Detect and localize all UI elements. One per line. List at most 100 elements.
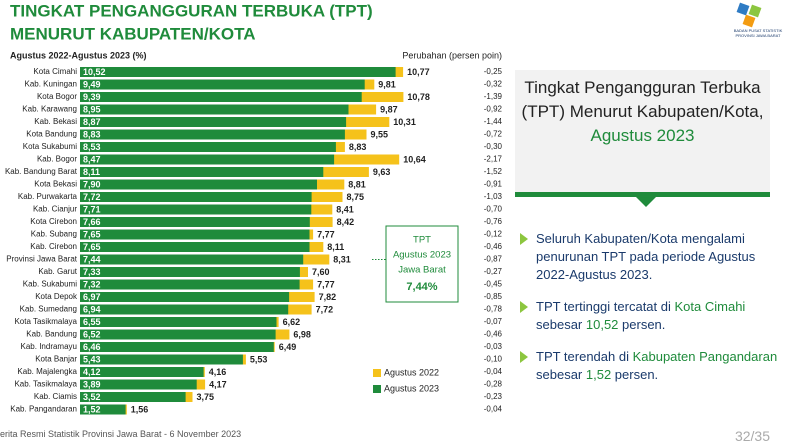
category-label: Kota Tasikmalaya (14, 317, 77, 326)
change-label: -0,28 (484, 380, 503, 389)
value-label-2023: 8,47 (83, 154, 101, 164)
change-label: -1,44 (484, 117, 503, 126)
legend-label: Agustus 2022 (384, 367, 439, 377)
value-label-2023: 9,39 (83, 92, 101, 102)
bullet: TPT tertinggi tercatat di Kota Cimahi se… (518, 298, 780, 334)
category-label: Provinsi Jawa Barat (6, 255, 77, 264)
value-label-2022: 10,78 (407, 92, 430, 102)
bullet-text: Kabupaten Pangandaran (632, 349, 778, 364)
change-label: -0,27 (484, 267, 503, 276)
change-label: -0,32 (484, 80, 503, 89)
value-label-2022: 9,87 (380, 104, 398, 114)
bar-2023 (80, 117, 347, 127)
bar-2023 (80, 79, 365, 90)
value-label-2022: 6,49 (279, 342, 297, 352)
value-label-2022: 9,81 (378, 79, 396, 89)
change-label: -1,39 (484, 92, 503, 101)
change-label: -0,30 (484, 142, 503, 151)
value-label-2022: 7,72 (316, 304, 334, 314)
value-label-2023: 4,12 (83, 367, 101, 377)
bar-2023 (80, 104, 349, 115)
value-label-2023: 7,90 (83, 179, 101, 189)
value-label-2022: 6,98 (293, 329, 311, 339)
change-label: -0,76 (484, 217, 503, 226)
bar-2023 (80, 329, 276, 340)
bar-2023 (80, 229, 310, 240)
bar-2023 (80, 342, 274, 352)
chart: TINGKAT PENGANGGURAN TERBUKA (TPT) MENUR… (5, 1, 503, 415)
change-label: -0,46 (484, 330, 503, 339)
change-label: -0,72 (484, 130, 503, 139)
bar-2023 (80, 167, 324, 177)
category-label: Kab. Sukabumi (23, 280, 77, 289)
legend-label: Agustus 2023 (384, 383, 439, 393)
bullet-text: 10,52 (585, 317, 619, 332)
category-label: Kab. Bandung Barat (5, 167, 78, 176)
change-label: -0,25 (484, 67, 503, 76)
value-label-2022: 8,31 (333, 254, 351, 264)
category-label: Kab. Bekasi (34, 117, 77, 126)
bar-2023 (80, 254, 304, 265)
category-label: Kab. Kuningan (25, 80, 78, 89)
bullet-text: persen. (611, 367, 659, 382)
change-label: -0,04 (484, 367, 503, 376)
value-label-2023: 7,65 (83, 229, 101, 239)
value-label-2022: 8,81 (348, 179, 366, 189)
chart-title: MENURUT KABUPATEN/KOTA (10, 24, 256, 43)
bullet-text: TPT tertinggi tercatat di (536, 299, 675, 314)
change-label: -0,87 (484, 255, 503, 264)
bullet-text: sebesar (536, 367, 586, 382)
bar-2023 (80, 154, 335, 165)
category-label: Kota Bandung (26, 130, 77, 139)
value-label-2022: 7,77 (317, 279, 335, 289)
change-label: -0,04 (484, 405, 503, 414)
logo-text: BADAN PUSAT STATISTIK PROVINSI JAWA BARA… (733, 28, 783, 38)
bar-2023 (80, 292, 290, 302)
change-label: -1,52 (484, 167, 503, 176)
category-label: Kota Cimahi (33, 67, 77, 76)
value-label-2023: 6,52 (83, 329, 101, 339)
legend-swatch (373, 385, 381, 393)
value-label-2023: 7,32 (83, 279, 101, 289)
bar-2023 (80, 192, 312, 202)
category-label: Kab. Bandung (26, 330, 77, 339)
value-label-2023: 8,95 (83, 104, 101, 114)
value-label-2023: 1,52 (83, 404, 101, 414)
value-label-2022: 7,82 (319, 292, 337, 302)
bullet: TPT terendah di Kabupaten Pangandaran se… (518, 348, 780, 384)
chart-subtitle: Agustus 2022-Agustus 2023 (%) (10, 50, 147, 60)
panel-title: Tingkat Pengangguran Terbuka (TPT) Menur… (521, 78, 764, 121)
bar-2023 (80, 217, 310, 227)
value-label-2022: 1,56 (131, 404, 149, 414)
bar-2023 (80, 129, 345, 140)
category-label: Kota Cirebon (30, 217, 77, 226)
bullet-text: sebesar (536, 317, 586, 332)
bullet-text: TPT terendah di (536, 349, 633, 364)
value-label-2022: 8,41 (336, 204, 354, 214)
category-label: Kab. Indramayu (21, 342, 77, 351)
category-label: Kota Sukabumi (23, 142, 77, 151)
change-label: -0,07 (484, 317, 503, 326)
change-label: -0,78 (484, 305, 503, 314)
value-label-2022: 4,17 (209, 379, 227, 389)
change-label: -2,17 (484, 155, 503, 164)
change-label: -0,46 (484, 242, 503, 251)
category-label: Kota Banjar (35, 355, 77, 364)
value-label-2023: 6,55 (83, 317, 101, 327)
value-label-2023: 5,43 (83, 354, 101, 364)
change-label: -0,23 (484, 392, 503, 401)
annotation-box (385, 225, 459, 303)
annotation-text: TPT (413, 235, 431, 246)
chart-title: TINGKAT PENGANGGURAN TERBUKA (TPT) (10, 1, 373, 20)
value-label-2023: 7,44 (83, 254, 101, 264)
category-label: Kab. Purwakarta (18, 192, 78, 201)
value-label-2022: 6,62 (283, 317, 301, 327)
page-number: 32/35 (734, 428, 770, 444)
value-label-2022: 9,63 (373, 167, 391, 177)
change-label: -0,12 (484, 230, 503, 239)
bullet-text: persen. (618, 317, 666, 332)
bar-2023 (80, 92, 362, 102)
bullet-marker (520, 233, 528, 245)
category-label: Kab. Ciamis (34, 392, 77, 401)
annotation-text: 7,44% (406, 281, 437, 293)
